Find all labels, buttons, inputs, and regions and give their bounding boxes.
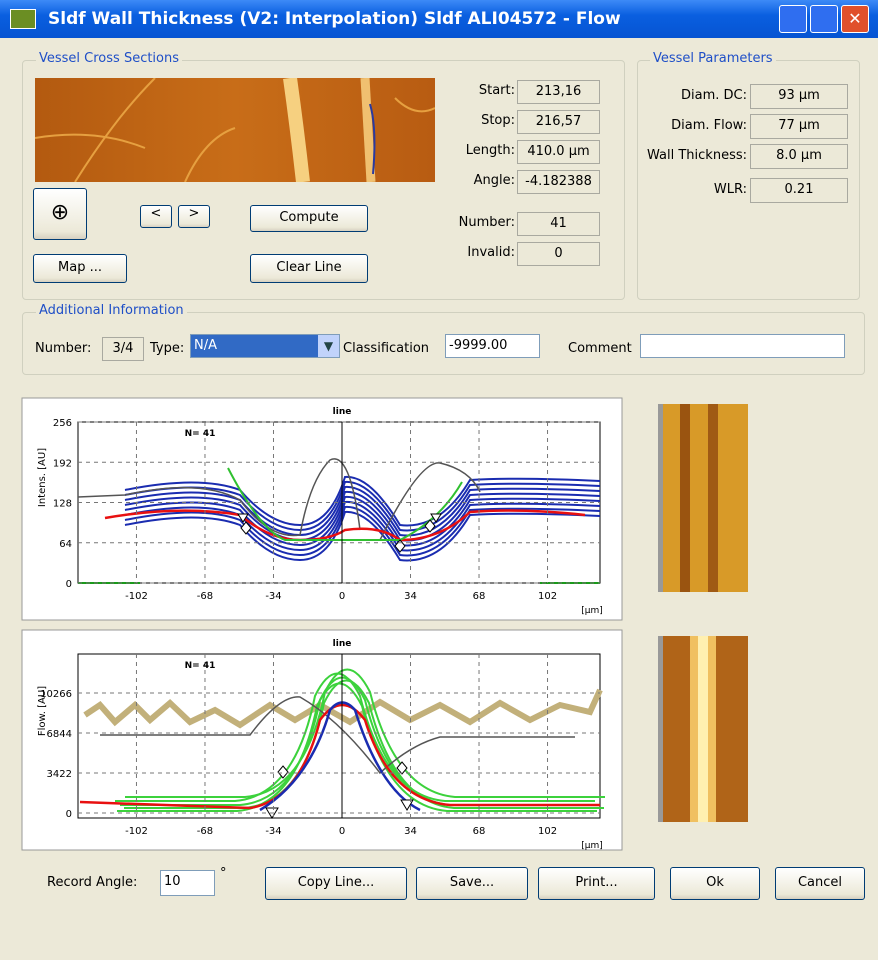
- footer-button[interactable]: Copy Line...: [265, 867, 407, 900]
- x-tick-label: 0: [339, 826, 345, 837]
- field-label: Angle:: [474, 173, 515, 188]
- dialog-window: Sldf Wall Thickness (V2: Interpolation) …: [0, 0, 878, 960]
- y-axis-label: Intens. [AU]: [37, 448, 48, 507]
- plot-title: line: [333, 639, 352, 649]
- x-tick-label: 68: [473, 591, 486, 602]
- parameter-value: 8.0 µm: [750, 144, 848, 169]
- plots-layer: -102 -68 -34 0 34 68 102 256 192 128 64 0 line N= 41 […: [0, 0, 878, 960]
- y-tick-label: 0: [66, 809, 72, 820]
- footer-button[interactable]: Cancel: [775, 867, 865, 900]
- y-axis-label: Flow. [AU]: [37, 686, 48, 736]
- y-tick-label: 256: [53, 418, 72, 429]
- field-label: Number:: [459, 215, 515, 230]
- x-axis-unit: [µm]: [581, 841, 603, 851]
- field-label: Start:: [479, 83, 515, 98]
- x-tick-label: 68: [473, 826, 486, 837]
- parameter-label: Diam. Flow:: [671, 118, 747, 133]
- y-tick-label: 128: [53, 499, 72, 510]
- record-angle-label: Record Angle:: [47, 875, 137, 890]
- plot-title: line: [333, 407, 352, 417]
- field-label: Stop:: [481, 113, 515, 128]
- y-tick-label: 6844: [47, 729, 72, 740]
- plot-annotation: N= 41: [185, 661, 216, 671]
- x-tick-label: -102: [125, 826, 148, 837]
- field-value: 410.0 µm: [517, 140, 600, 164]
- parameter-value: 0.21: [750, 178, 848, 203]
- footer-button[interactable]: Ok: [670, 867, 760, 900]
- y-tick-label: 3422: [47, 769, 72, 780]
- field-value: 216,57: [517, 110, 600, 134]
- parameter-label: WLR:: [714, 182, 747, 197]
- y-tick-label: 64: [59, 539, 72, 550]
- record-angle-input[interactable]: 10: [160, 870, 215, 896]
- profile-image: [658, 404, 748, 592]
- plot-annotation: N= 41: [185, 429, 216, 439]
- field-value: 41: [517, 212, 600, 236]
- y-tick-label: 0: [66, 579, 72, 590]
- plot-panel: [22, 630, 622, 850]
- degree-symbol: °: [220, 866, 227, 881]
- field-value: -4.182388: [517, 170, 600, 194]
- parameter-value: 77 µm: [750, 114, 848, 139]
- field-label: Length:: [466, 143, 515, 158]
- x-tick-label: -34: [265, 591, 281, 602]
- field-value: 213,16: [517, 80, 600, 104]
- x-tick-label: 0: [339, 591, 345, 602]
- x-tick-label: -102: [125, 591, 148, 602]
- y-tick-label: 192: [53, 458, 72, 469]
- field-value: 0: [517, 242, 600, 266]
- x-tick-label: -68: [197, 826, 213, 837]
- parameter-value: 93 µm: [750, 84, 848, 109]
- footer-button[interactable]: Print...: [538, 867, 655, 900]
- x-tick-label: 34: [404, 826, 417, 837]
- x-tick-label: 34: [404, 591, 417, 602]
- x-tick-label: -34: [265, 826, 281, 837]
- footer-button[interactable]: Save...: [416, 867, 528, 900]
- parameter-label: Diam. DC:: [681, 88, 747, 103]
- x-tick-label: 102: [538, 591, 557, 602]
- field-label: Invalid:: [467, 245, 515, 260]
- parameter-label: Wall Thickness:: [647, 148, 747, 163]
- x-tick-label: 102: [538, 826, 557, 837]
- x-tick-label: -68: [197, 591, 213, 602]
- x-axis-unit: [µm]: [581, 606, 603, 616]
